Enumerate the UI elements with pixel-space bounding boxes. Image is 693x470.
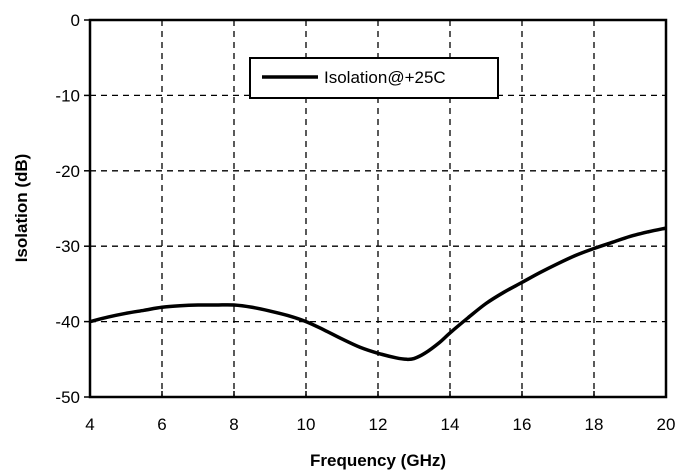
y-tick-labels: 0 -10 -20 -30 -40 -50	[55, 11, 90, 407]
y-tick-label: 0	[71, 11, 80, 30]
legend: Isolation@+25C	[249, 57, 499, 99]
x-tick-label: 4	[85, 415, 94, 434]
x-tick-labels: 4 6 8 10 12 14 16 18 20	[85, 391, 675, 434]
x-tick-label: 12	[369, 415, 388, 434]
x-tick-label: 6	[157, 415, 166, 434]
y-tick-label: -50	[55, 388, 80, 407]
y-tick-label: -10	[55, 86, 80, 105]
series-layer	[89, 226, 667, 362]
y-tick-label: -30	[55, 237, 80, 256]
legend-label-isolation: Isolation@+25C	[324, 68, 446, 87]
y-tick-label: -40	[55, 313, 80, 332]
x-tick-label: 20	[657, 415, 676, 434]
y-axis-title: Isolation (dB)	[12, 154, 31, 263]
series-line-isolation	[89, 226, 667, 362]
x-axis-title: Frequency (GHz)	[310, 451, 446, 470]
x-tick-label: 16	[513, 415, 532, 434]
y-tick-label: -20	[55, 162, 80, 181]
x-tick-label: 8	[229, 415, 238, 434]
x-tick-label: 14	[441, 415, 460, 434]
x-tick-label: 18	[585, 415, 604, 434]
x-tick-label: 10	[297, 415, 316, 434]
